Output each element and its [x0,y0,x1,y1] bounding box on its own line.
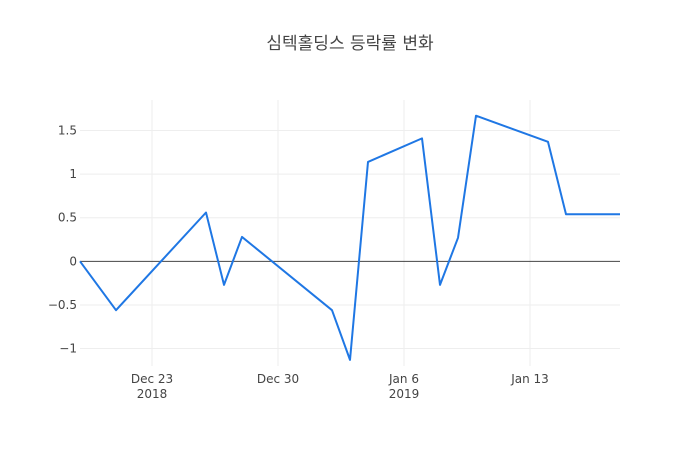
grid-layer [80,100,620,366]
y-tick-label: −1 [59,342,77,356]
y-tick-label: 0 [69,254,77,268]
x-tick-label: Dec 23 [131,372,173,386]
x-tick-label: Dec 30 [257,372,299,386]
series-line [80,116,620,360]
y-tick-label: 0.5 [58,211,77,225]
x-tick-label: Jan 6 [388,372,419,386]
x-tick-year-label: 2018 [137,387,168,401]
x-tick-label: Jan 13 [510,372,549,386]
chart-title: 심텍홀딩스 등락률 변화 [266,34,434,54]
y-tick-label: 1 [69,167,77,181]
y-tick-label: −0.5 [48,298,77,312]
x-tick-year-label: 2019 [389,387,420,401]
y-tick-label: 1.5 [58,124,77,138]
series-layer [80,116,620,360]
